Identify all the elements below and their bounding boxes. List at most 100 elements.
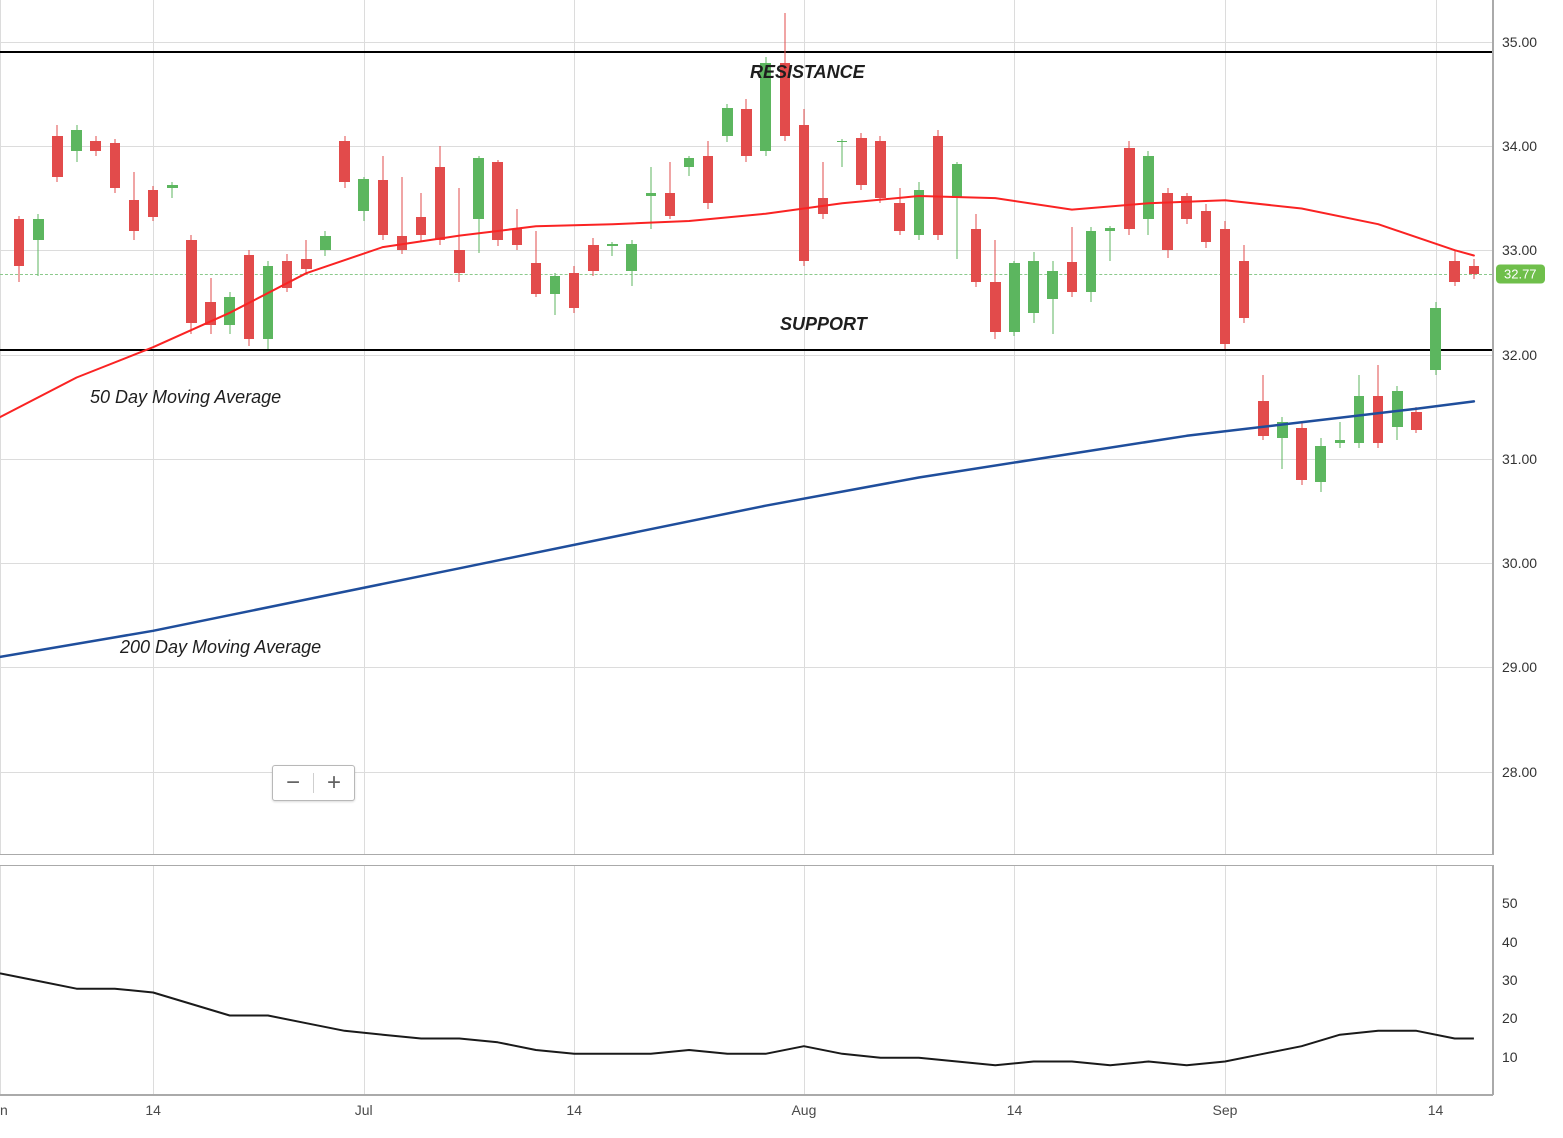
- candle-body: [1086, 231, 1097, 291]
- candle[interactable]: [684, 0, 695, 855]
- candle[interactable]: [760, 0, 771, 855]
- candle[interactable]: [1469, 0, 1480, 855]
- candle[interactable]: [1201, 0, 1212, 855]
- candle[interactable]: [1028, 0, 1039, 855]
- indicator-panel[interactable]: [0, 865, 1493, 1095]
- candle[interactable]: [626, 0, 637, 855]
- candle[interactable]: [722, 0, 733, 855]
- candle[interactable]: [358, 0, 369, 855]
- candle[interactable]: [1449, 0, 1460, 855]
- candle[interactable]: [205, 0, 216, 855]
- candle[interactable]: [665, 0, 676, 855]
- candle[interactable]: [320, 0, 331, 855]
- candle[interactable]: [569, 0, 580, 855]
- gridline-vertical: [364, 866, 365, 1094]
- candle[interactable]: [33, 0, 44, 855]
- candle[interactable]: [837, 0, 848, 855]
- candle[interactable]: [1430, 0, 1441, 855]
- candle[interactable]: [1411, 0, 1422, 855]
- candle-body: [14, 219, 25, 266]
- candle[interactable]: [799, 0, 810, 855]
- candle[interactable]: [1124, 0, 1135, 855]
- candle[interactable]: [1354, 0, 1365, 855]
- candle[interactable]: [818, 0, 829, 855]
- candle[interactable]: [378, 0, 389, 855]
- price-tick-label: 30.00: [1502, 555, 1537, 571]
- candle[interactable]: [531, 0, 542, 855]
- candle-body: [454, 250, 465, 273]
- candle[interactable]: [1009, 0, 1020, 855]
- candle[interactable]: [1181, 0, 1192, 855]
- candle[interactable]: [148, 0, 159, 855]
- zoom-out-button[interactable]: −: [273, 766, 313, 800]
- candle[interactable]: [129, 0, 140, 855]
- candle-body: [1143, 156, 1154, 219]
- candle[interactable]: [1086, 0, 1097, 855]
- candle[interactable]: [1277, 0, 1288, 855]
- candle[interactable]: [492, 0, 503, 855]
- candle[interactable]: [780, 0, 791, 855]
- candle[interactable]: [263, 0, 274, 855]
- annotation-resistance: RESISTANCE: [750, 62, 865, 83]
- candle-body: [492, 162, 503, 240]
- candle-body: [244, 255, 255, 338]
- candle-body: [1296, 428, 1307, 480]
- candle[interactable]: [1373, 0, 1384, 855]
- candle[interactable]: [1392, 0, 1403, 855]
- zoom-control: −+: [272, 765, 355, 801]
- candle[interactable]: [52, 0, 63, 855]
- candle[interactable]: [1220, 0, 1231, 855]
- candle[interactable]: [244, 0, 255, 855]
- candle-body: [320, 236, 331, 251]
- candle[interactable]: [550, 0, 561, 855]
- candle[interactable]: [186, 0, 197, 855]
- candle[interactable]: [856, 0, 867, 855]
- candle[interactable]: [435, 0, 446, 855]
- indicator-tick-label: 30: [1502, 972, 1518, 988]
- price-panel[interactable]: RESISTANCESUPPORT50 Day Moving Average20…: [0, 0, 1493, 855]
- candle[interactable]: [588, 0, 599, 855]
- candle-body: [110, 143, 121, 188]
- candle[interactable]: [1335, 0, 1346, 855]
- candle[interactable]: [224, 0, 235, 855]
- candle[interactable]: [397, 0, 408, 855]
- candle[interactable]: [1105, 0, 1116, 855]
- candle[interactable]: [607, 0, 618, 855]
- price-tick-label: 29.00: [1502, 659, 1537, 675]
- candle-body: [990, 282, 1001, 332]
- candle[interactable]: [282, 0, 293, 855]
- candle[interactable]: [339, 0, 350, 855]
- candle[interactable]: [741, 0, 752, 855]
- candle[interactable]: [454, 0, 465, 855]
- candle[interactable]: [646, 0, 657, 855]
- candle-body: [205, 302, 216, 325]
- candle[interactable]: [14, 0, 25, 855]
- candle[interactable]: [1067, 0, 1078, 855]
- candle[interactable]: [1162, 0, 1173, 855]
- candle[interactable]: [1143, 0, 1154, 855]
- candle[interactable]: [1258, 0, 1269, 855]
- candle[interactable]: [875, 0, 886, 855]
- candle[interactable]: [416, 0, 427, 855]
- candle[interactable]: [301, 0, 312, 855]
- candle[interactable]: [512, 0, 523, 855]
- candle[interactable]: [71, 0, 82, 855]
- candle[interactable]: [703, 0, 714, 855]
- candle[interactable]: [1047, 0, 1058, 855]
- candle-body: [129, 200, 140, 231]
- candle[interactable]: [473, 0, 484, 855]
- candle[interactable]: [952, 0, 963, 855]
- candle[interactable]: [1239, 0, 1250, 855]
- candle[interactable]: [990, 0, 1001, 855]
- candle[interactable]: [971, 0, 982, 855]
- zoom-in-button[interactable]: +: [314, 766, 354, 800]
- candle[interactable]: [933, 0, 944, 855]
- candle[interactable]: [90, 0, 101, 855]
- candle[interactable]: [1296, 0, 1307, 855]
- candle-body: [665, 193, 676, 216]
- candle[interactable]: [1315, 0, 1326, 855]
- candle[interactable]: [914, 0, 925, 855]
- candle[interactable]: [110, 0, 121, 855]
- candle[interactable]: [167, 0, 178, 855]
- candle[interactable]: [894, 0, 905, 855]
